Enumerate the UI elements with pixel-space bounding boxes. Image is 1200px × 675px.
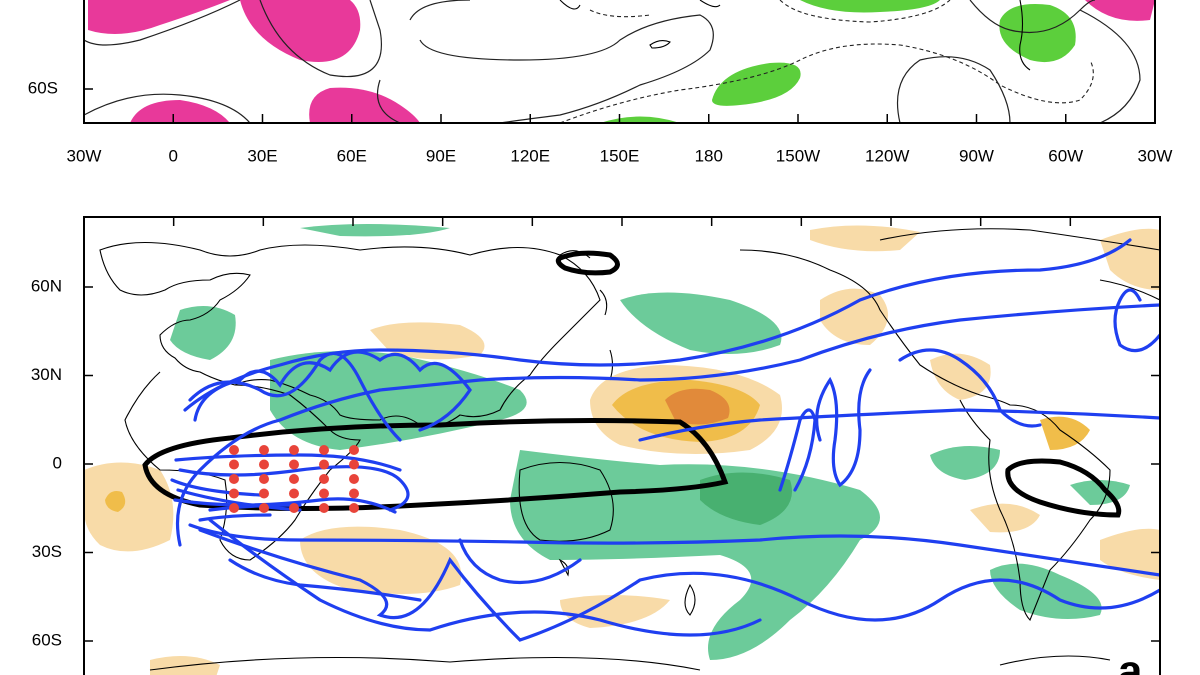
source-dot <box>349 503 359 513</box>
source-dot <box>319 488 329 499</box>
bottom-map: a <box>84 224 1160 675</box>
x-tick-label: 180 <box>695 146 723 165</box>
y-tick-label: 30S <box>32 542 62 561</box>
x-tick-label: 120E <box>510 146 550 165</box>
source-dot <box>229 445 239 455</box>
x-tick-label: 60E <box>337 146 367 165</box>
source-dot <box>259 445 269 455</box>
x-tick-label: 30W <box>67 146 102 165</box>
x-tick-label: 150E <box>600 146 640 165</box>
source-dot <box>289 474 299 484</box>
source-dot <box>349 474 359 484</box>
y-tick-label: 60S <box>28 78 58 97</box>
x-tick-label: 30W <box>1138 146 1173 165</box>
y-tick-label: 60S <box>32 630 62 649</box>
panel-label: a <box>1118 647 1143 675</box>
x-tick-label: 0 <box>169 146 178 165</box>
source-dot <box>289 488 299 499</box>
x-tick-label: 150W <box>776 146 820 165</box>
source-dot <box>259 474 269 484</box>
y-tick-label: 0 <box>53 453 62 472</box>
top-ticks: 30W 0 30E 60E 90E 120E 150E 180 150W 120W 90W 60W 30… <box>28 78 1173 165</box>
source-dot <box>229 474 239 484</box>
top-map <box>84 0 1155 123</box>
x-tick-label: 30E <box>247 146 277 165</box>
source-dot <box>349 488 359 499</box>
bottom-ticks: 60N 30N 0 30S 60S <box>31 217 1161 649</box>
x-tick-label: 60W <box>1048 146 1083 165</box>
source-dots <box>229 445 359 513</box>
source-dot <box>229 459 239 470</box>
source-dot <box>289 503 299 513</box>
y-tick-label: 60N <box>31 276 62 295</box>
source-dot <box>319 445 329 455</box>
source-dot <box>229 488 239 499</box>
source-dot <box>289 445 299 455</box>
x-tick-label: 90W <box>959 146 994 165</box>
source-dot <box>259 503 269 513</box>
source-dot <box>289 459 299 470</box>
source-dot <box>349 459 359 470</box>
source-dot <box>259 488 269 499</box>
source-dot <box>229 503 239 513</box>
source-dot <box>259 459 269 470</box>
x-tick-label: 120W <box>865 146 909 165</box>
source-dot <box>319 503 329 513</box>
top-frame <box>83 0 1156 124</box>
source-dot <box>349 445 359 455</box>
source-dot <box>319 474 329 484</box>
y-tick-label: 30N <box>31 365 62 384</box>
x-tick-label: 90E <box>426 146 456 165</box>
source-dot <box>319 459 329 470</box>
